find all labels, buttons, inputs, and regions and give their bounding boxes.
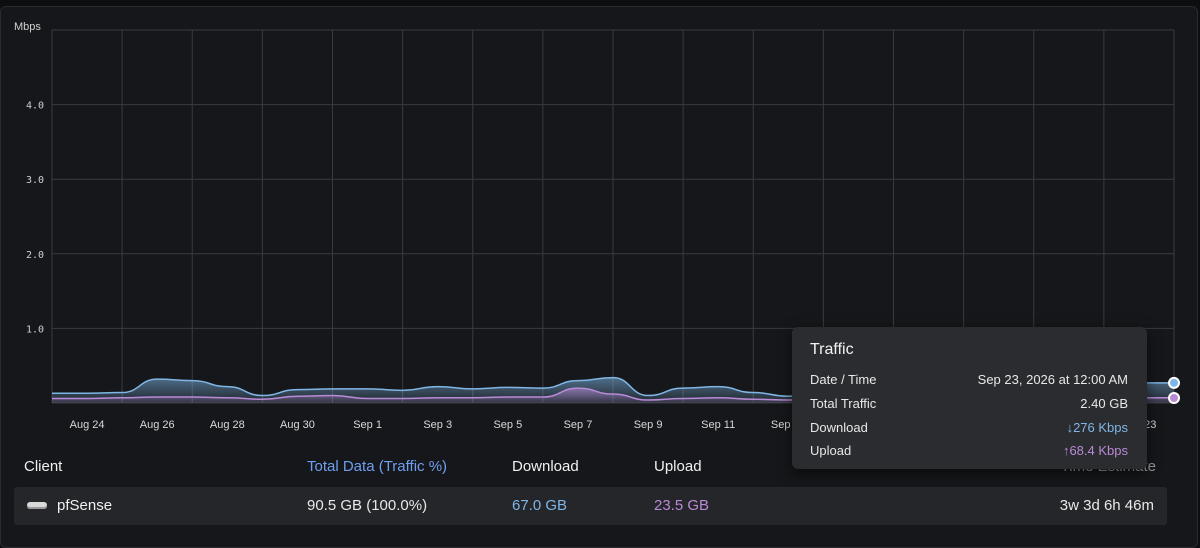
tooltip-total-value: 2.40 GB: [1080, 396, 1128, 411]
tooltip-upload-value: ↑68.4 Kbps: [1062, 443, 1128, 458]
client-download: 67.0 GB: [512, 497, 568, 514]
tooltip-row-upload: Upload ↑68.4 Kbps: [810, 443, 1128, 461]
x-tick-label: Aug 24: [70, 419, 105, 431]
client-upload: 23.5 GB: [654, 497, 710, 514]
tooltip-upload-label: Upload: [810, 443, 852, 458]
y-axis-label: Mbps: [14, 21, 41, 33]
tooltip-row-date: Date / Time Sep 23, 2026 at 12:00 AM: [810, 372, 1128, 390]
traffic-tooltip: Traffic Date / Time Sep 23, 2026 at 12:0…: [792, 327, 1147, 469]
tooltip-title: Traffic: [810, 341, 854, 358]
client-time-estimate: 3w 3d 6h 46m: [1059, 497, 1154, 514]
column-header-client[interactable]: Client: [24, 458, 63, 475]
client-name: pfSense: [57, 497, 113, 514]
x-tick-label: Sep 1: [353, 419, 382, 431]
tooltip-download-label: Download: [810, 420, 868, 435]
tooltip-row-download: Download ↓276 Kbps: [810, 420, 1128, 438]
column-header-total-data[interactable]: Total Data (Traffic %): [307, 458, 448, 475]
router-icon: [27, 502, 47, 509]
tooltip-date-value: Sep 23, 2026 at 12:00 AM: [977, 372, 1128, 387]
hover-marker-download: [1168, 376, 1180, 389]
x-tick-label: Aug 28: [210, 419, 245, 431]
column-header-upload[interactable]: Upload: [654, 458, 702, 475]
tooltip-row-total: Total Traffic 2.40 GB: [810, 396, 1128, 414]
x-tick-label: Sep 3: [423, 419, 452, 431]
y-tick-label: 4.0: [26, 101, 44, 112]
column-header-download[interactable]: Download: [512, 458, 579, 475]
hover-marker-upload: [1168, 392, 1180, 404]
tooltip-date-label: Date / Time: [810, 372, 877, 387]
y-tick-label: 1.0: [26, 324, 44, 335]
x-tick-label: Aug 30: [280, 419, 315, 431]
table-row[interactable]: pfSense 90.5 GB (100.0%) 67.0 GB 23.5 GB…: [14, 487, 1167, 525]
client-total-data: 90.5 GB (100.0%): [307, 497, 428, 514]
x-tick-label: Sep 11: [701, 419, 735, 431]
y-tick-label: 3.0: [26, 175, 44, 186]
tooltip-download-value: ↓276 Kbps: [1066, 420, 1128, 435]
y-tick-label: 2.0: [26, 250, 44, 261]
x-tick-label: Sep 7: [564, 419, 593, 431]
x-tick-label: Aug 26: [140, 419, 175, 431]
x-tick-label: Sep 5: [493, 419, 522, 431]
tooltip-total-label: Total Traffic: [810, 396, 877, 411]
x-tick-label: Sep 9: [634, 419, 663, 431]
